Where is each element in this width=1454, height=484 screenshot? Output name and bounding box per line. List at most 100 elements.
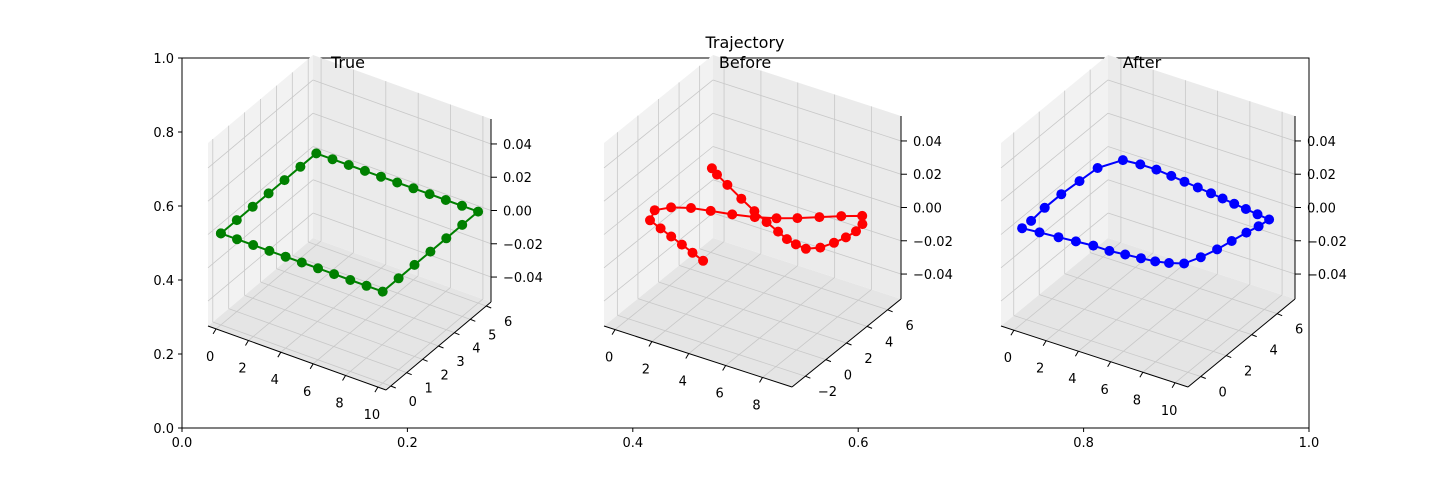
y-tick-label: 2 <box>440 368 448 383</box>
trajectory-point <box>790 239 801 250</box>
z-grid-line <box>712 212 902 275</box>
y-grid-line <box>228 308 407 374</box>
x-tick <box>342 375 346 381</box>
outer-x-tick-label: 0.4 <box>622 436 643 451</box>
y-tick <box>805 375 811 379</box>
subplot-title: Before <box>719 53 771 72</box>
trajectory-point <box>1120 249 1131 260</box>
x-tick-label: 4 <box>271 373 279 388</box>
trajectory-point <box>1212 244 1223 255</box>
trajectory-point <box>1034 227 1045 238</box>
y-tick <box>887 309 893 313</box>
z-grid-line <box>712 112 902 175</box>
x-tick-label: 8 <box>1133 393 1141 408</box>
outer-y-tick-label: 0.2 <box>153 348 174 363</box>
y-tick-label: 6 <box>1295 323 1303 338</box>
outer-x-tick-label: 0.2 <box>397 436 418 451</box>
outer-x-ticks: 0.0 0.2 0.4 0.6 0.8 1.0 <box>172 428 1320 451</box>
x-tick <box>245 340 249 346</box>
trajectory-point <box>706 163 717 174</box>
x-tick-label: 10 <box>364 408 381 423</box>
outer-y-tick-label: 0.4 <box>153 274 174 289</box>
trajectory-point <box>376 171 386 182</box>
outer-y-ticks: 0.0 0.2 0.4 0.6 0.8 1.0 <box>153 52 182 437</box>
z-grid-line <box>312 179 492 245</box>
x-tick <box>685 353 690 359</box>
trajectory-point <box>1206 188 1216 199</box>
y-tick <box>486 305 492 309</box>
y-tick-label: 0 <box>409 395 417 410</box>
y-grid-line <box>1039 294 1227 356</box>
y-tick <box>866 325 873 329</box>
trajectory-point <box>441 233 452 244</box>
trajectory-point <box>1241 227 1252 238</box>
trajectory-point <box>1135 159 1146 170</box>
x-tick <box>374 386 379 393</box>
z-grid-line <box>207 212 314 302</box>
trajectory-point <box>1151 164 1162 175</box>
x-tick-label: 8 <box>335 397 343 412</box>
trajectory-point <box>1104 245 1115 256</box>
y-tick-label: 3 <box>456 355 464 370</box>
x-tick <box>277 351 282 358</box>
y-grid-line <box>637 298 827 360</box>
trajectory-point <box>263 188 274 199</box>
trajectory-point <box>761 217 772 228</box>
trajectory-point <box>1092 163 1103 173</box>
outer-x-tick-label: 0.0 <box>172 436 193 451</box>
z-grid-line <box>207 146 314 235</box>
trajectory-point <box>1217 193 1228 204</box>
trajectory-point <box>792 213 803 224</box>
trajectory-point <box>686 203 696 213</box>
trajectory-point <box>1117 155 1128 166</box>
trajectory-point <box>749 206 760 217</box>
z-grid-line <box>1107 212 1296 275</box>
y-tick-label: 4 <box>1270 344 1278 359</box>
trajectory-point <box>1226 236 1237 246</box>
z-grid-line <box>312 79 492 145</box>
z-tick-label: 0.04 <box>913 135 942 150</box>
y-tick <box>1251 334 1257 338</box>
y-tick-label: −2 <box>818 385 837 400</box>
subplot-title: True <box>330 53 365 72</box>
x-tick-label: 2 <box>238 362 246 377</box>
trajectory-point <box>649 205 660 216</box>
y-tick <box>1226 355 1232 359</box>
trajectory-point <box>676 239 687 250</box>
trajectory-point <box>231 215 242 226</box>
y-grid-line <box>260 281 439 347</box>
x-tick <box>1107 361 1112 368</box>
trajectory-point <box>800 243 811 254</box>
trajectory-point <box>1039 202 1050 213</box>
y-tick-label: 4 <box>472 342 480 357</box>
z-grid-line <box>603 146 714 235</box>
y-tick <box>406 372 412 376</box>
trajectory-point <box>457 200 467 211</box>
y-grid-line <box>1090 252 1278 315</box>
trajectory-point <box>1195 252 1206 263</box>
subplot-after: 0 2 4 6 8 10 0 2 4 6 0.04 0.02 0.00 −0.02 −0.04 After <box>1000 53 1347 419</box>
trajectory-point <box>857 210 868 221</box>
trajectory-point <box>1192 182 1203 193</box>
trajectory-point <box>1136 253 1146 264</box>
y-tick <box>846 342 852 346</box>
trajectory-point <box>311 148 322 159</box>
outer-x-tick-label: 1.0 <box>1299 436 1320 451</box>
trajectory-point <box>408 183 419 194</box>
subplot-title: After <box>1123 53 1162 72</box>
trajectory-point <box>409 259 420 270</box>
trajectory-point <box>771 213 782 224</box>
x-tick-label: 0 <box>1004 351 1012 366</box>
y-tick <box>825 359 832 363</box>
trajectory-point <box>666 202 677 213</box>
z-grid-line <box>712 146 902 208</box>
trajectory-point <box>296 257 307 268</box>
x-tick <box>722 365 727 371</box>
z-grid-line <box>1107 179 1296 242</box>
z-tick-label: 0.00 <box>503 205 532 220</box>
trajectory-point <box>1056 189 1067 200</box>
x-tick-label: 4 <box>679 375 687 390</box>
z-tick-label: 0.02 <box>913 168 942 183</box>
